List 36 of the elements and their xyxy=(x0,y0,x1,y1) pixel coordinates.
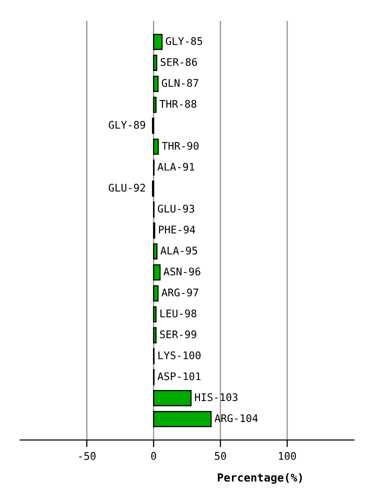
y-tick-label: PHE-94 xyxy=(159,226,196,234)
bar xyxy=(153,390,192,406)
y-tick-label: GLN-87 xyxy=(162,79,198,87)
y-tick-label: ARG-97 xyxy=(162,288,198,296)
y-tick-label: GLU-93 xyxy=(158,204,194,213)
y-tick-label: LEU-98 xyxy=(160,309,196,318)
x-tick-label: 100 xyxy=(279,452,296,460)
y-tick-label: ALA-91 xyxy=(158,162,194,171)
bar xyxy=(153,96,157,113)
bar xyxy=(153,306,157,322)
y-tick-label: THR-88 xyxy=(160,100,196,108)
bar xyxy=(153,285,159,302)
y-tick-label: SER-99 xyxy=(160,330,196,338)
x-tick-label: -50 xyxy=(79,452,96,460)
y-tick-label: SER-86 xyxy=(160,58,197,66)
y-tick-label: ASP-101 xyxy=(158,372,201,380)
bar xyxy=(153,54,158,71)
bar xyxy=(153,327,157,344)
bar xyxy=(153,264,161,280)
y-tick-label: GLY-85 xyxy=(166,37,202,45)
x-axis-title: Percentage(%) xyxy=(218,473,302,484)
bar xyxy=(153,34,163,50)
y-tick-label: GLY-89 xyxy=(108,120,146,129)
y-tick-label: LYS-100 xyxy=(158,351,201,360)
y-tick-label: ALA-95 xyxy=(160,246,198,254)
y-tick-label: ARG-104 xyxy=(214,414,258,422)
y-tick-label: GLU-92 xyxy=(108,184,145,192)
bar xyxy=(153,138,159,155)
x-tick-label: 50 xyxy=(214,452,226,460)
bar xyxy=(153,243,158,260)
y-tick-label: ASN-96 xyxy=(164,268,200,276)
y-tick-label: HIS-103 xyxy=(195,393,238,402)
bar xyxy=(153,76,159,92)
x-tick-label: 0 xyxy=(151,452,156,460)
bar xyxy=(153,410,212,428)
y-tick-label: THR-90 xyxy=(162,142,199,150)
